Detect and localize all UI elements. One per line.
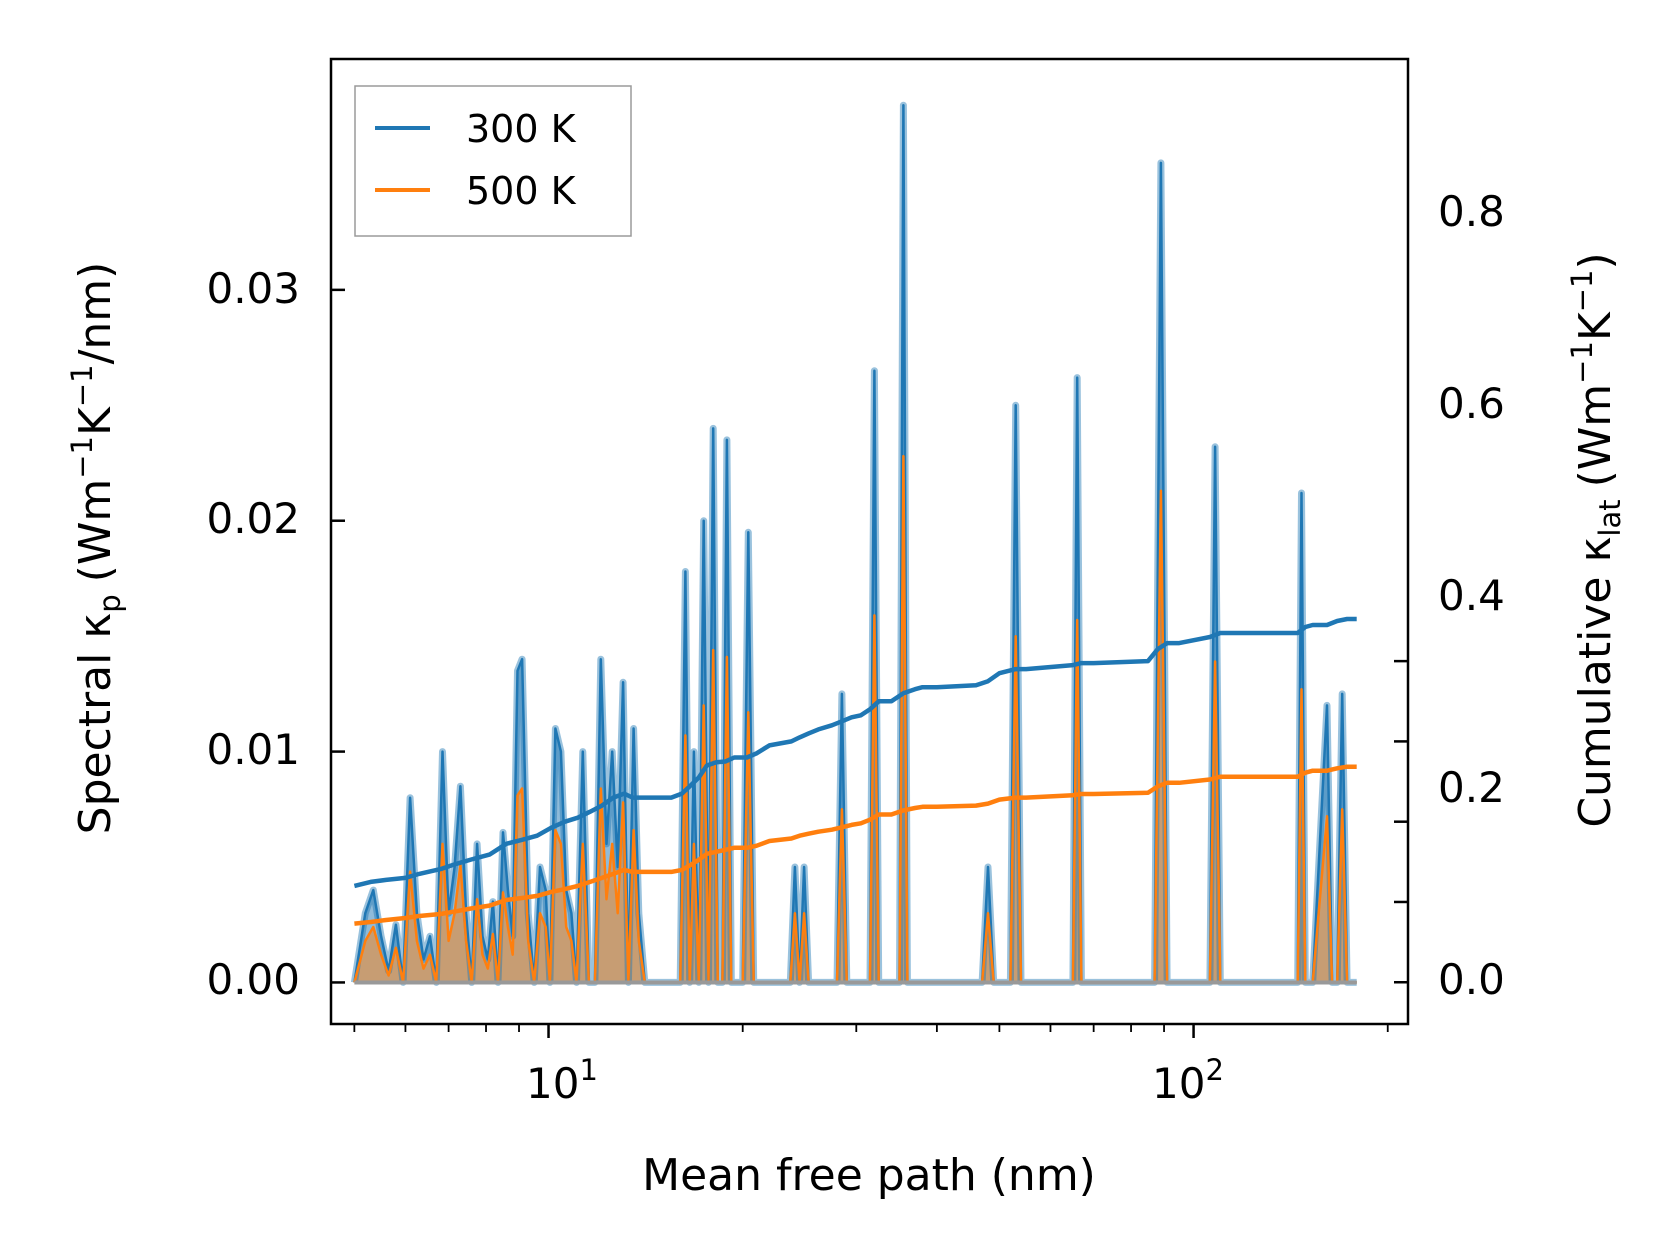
left-y-tick-label-3: 0.03: [206, 264, 300, 313]
x-tick-label-10: 101: [526, 1053, 598, 1108]
spectral-500k-fill: [354, 456, 1357, 983]
legend-label-500k: 500 K: [466, 169, 577, 213]
x-tick-label-100: 102: [1152, 1053, 1224, 1108]
axis-ticks: [331, 288, 1408, 1038]
right-y-tick-label-0: 0.0: [1438, 955, 1505, 1004]
spectral-500k-line: [353, 454, 1357, 984]
right-y-tick-label-3: 0.6: [1438, 379, 1505, 428]
plot-frame: [329, 57, 1410, 1026]
spectral-fill-areas: [354, 105, 1357, 983]
data-lines: [350, 101, 1357, 986]
left-y-tick-label-2: 0.02: [206, 494, 300, 543]
left-y-axis-label: Spectral κp(Wm−1K−1/nm): [65, 262, 127, 835]
left-y-tick-label-0: 0.00: [206, 955, 300, 1004]
right-y-axis-label: Cumulative κlat(Wm−1K−1): [1565, 252, 1627, 827]
legend-label-300k: 300 K: [466, 107, 577, 151]
right-y-tick-label-2: 0.4: [1438, 571, 1505, 620]
spectral-300k-line: [353, 103, 1357, 984]
x-axis-label: Mean free path (nm): [642, 1150, 1096, 1201]
left-y-tick-label-1: 0.01: [206, 725, 300, 774]
right-y-tick-label-4: 0.8: [1438, 187, 1505, 236]
cumulative-500k-line: [354, 764, 1357, 926]
legend: 300 K 500 K: [354, 85, 632, 237]
right-y-tick-label-1: 0.2: [1438, 763, 1505, 812]
cumulative-300k-line: [353, 616, 1357, 889]
legend-frame: [354, 85, 632, 237]
spectral-300k-fill: [354, 105, 1357, 983]
